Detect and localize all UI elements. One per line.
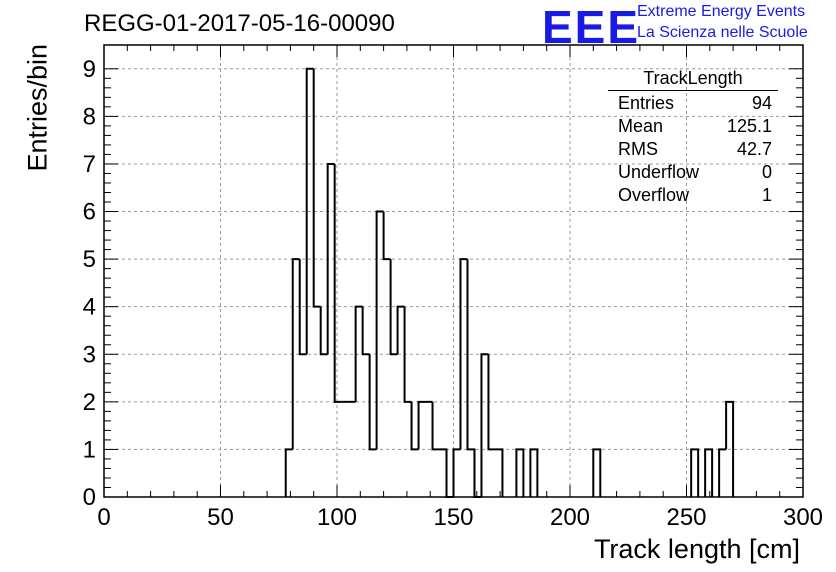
histogram-bin — [312, 68, 321, 308]
histogram-bin — [354, 305, 363, 402]
stats-label: Underflow — [618, 162, 700, 182]
stats-row-rms: RMS 42.7 — [608, 138, 778, 161]
histogram-bin — [284, 448, 293, 497]
y-tick-label: 0 — [83, 484, 96, 511]
histogram-bin — [515, 448, 525, 497]
histogram-bin — [473, 449, 482, 498]
chart-title: REGG-01-2017-05-16-00090 — [84, 10, 395, 37]
histogram-bin — [375, 210, 384, 450]
histogram-bin — [718, 448, 727, 497]
stats-row-mean: Mean 125.1 — [608, 115, 778, 138]
x-axis-label: Track length [cm] — [593, 534, 800, 564]
histogram-bin — [361, 306, 370, 356]
histogram-bin — [403, 306, 412, 403]
histogram-bin — [305, 67, 314, 355]
stats-label: Mean — [618, 116, 664, 136]
x-tick-label: 150 — [433, 504, 473, 531]
y-tick-label: 5 — [83, 246, 96, 273]
histogram-bin — [417, 400, 426, 450]
y-tick-label: 6 — [83, 199, 96, 226]
stats-title: TrackLength — [608, 68, 778, 91]
stats-value: 94 — [751, 93, 772, 113]
x-tick-label: 100 — [317, 504, 357, 531]
histogram-bin — [431, 401, 440, 451]
plot-frame — [103, 44, 804, 498]
logo-caption-line1: Extreme Energy Events — [637, 3, 806, 20]
y-tick-label: 9 — [83, 56, 96, 83]
histogram-bin — [410, 401, 419, 451]
x-tick-label: 50 — [207, 504, 234, 531]
histogram-bin — [319, 306, 328, 356]
histogram-bin — [704, 448, 714, 497]
stats-row-underflow: Underflow 0 — [608, 161, 778, 184]
histogram-bin — [487, 354, 496, 451]
histogram-bin — [333, 163, 342, 403]
x-tick-label: 200 — [550, 504, 590, 531]
histogram-bin — [439, 448, 448, 497]
x-tick-label: 300 — [783, 504, 823, 531]
histogram-bin — [592, 448, 602, 497]
stats-box: TrackLength Entries 94 Mean 125.1 RMS 42… — [608, 68, 778, 207]
histogram-bin — [452, 448, 461, 497]
histogram-bin — [396, 305, 405, 355]
histogram-bin — [382, 211, 391, 261]
x-tick-label: 0 — [97, 504, 110, 531]
y-tick-label: 4 — [83, 294, 96, 321]
y-tick-label: 1 — [83, 436, 96, 463]
stats-value: 125.1 — [726, 116, 772, 136]
stats-row-overflow: Overflow 1 — [608, 184, 778, 207]
x-tick-label: 250 — [666, 504, 706, 531]
histogram-bin — [725, 400, 735, 497]
histogram-bin — [459, 258, 468, 450]
histogram-bin — [480, 353, 489, 497]
stats-label: Overflow — [618, 185, 690, 205]
y-tick-label: 8 — [83, 103, 96, 130]
histogram-bin — [445, 449, 454, 498]
histogram-bin — [298, 259, 307, 356]
logo-caption-line2: La Scienza nelle Scuole — [637, 24, 808, 41]
histogram-bin — [466, 259, 476, 497]
stats-value: 1 — [761, 185, 772, 205]
y-axis-label: Entries/bin — [22, 43, 53, 172]
histogram-bin — [291, 258, 300, 450]
histogram-bin — [690, 448, 700, 497]
stats-label: Entries — [618, 93, 675, 113]
histogram-bin — [368, 354, 377, 451]
stats-value: 0 — [761, 162, 772, 182]
stats-label: RMS — [618, 139, 658, 159]
eee-logo: EEE — [542, 1, 641, 53]
stats-value: 42.7 — [736, 139, 772, 159]
y-tick-label: 2 — [83, 389, 96, 416]
histogram-bin — [326, 162, 335, 355]
histogram-bin — [389, 259, 398, 356]
y-tick-label: 7 — [83, 151, 96, 178]
y-tick-label: 3 — [83, 341, 96, 368]
stats-row-entries: Entries 94 — [608, 92, 778, 115]
histogram-bin — [495, 448, 504, 497]
histogram-bin — [529, 448, 539, 497]
